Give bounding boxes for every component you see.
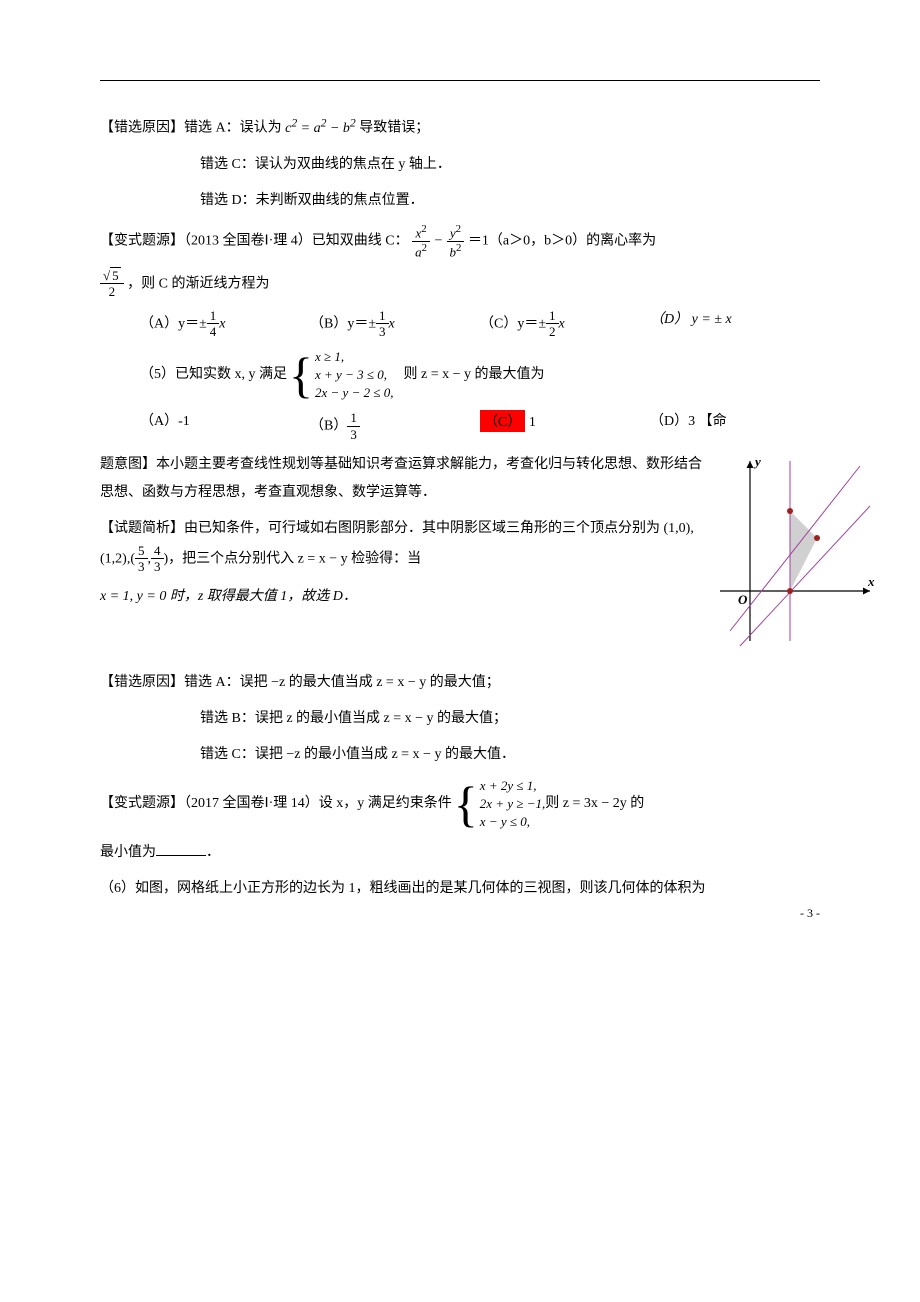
top-rule (100, 80, 820, 81)
q4-wrong-a: 【错选原因】错选 A：误认为 c2 = a2 − b2 导致错误； (100, 111, 820, 143)
q5-system: x ≥ 1, x + y − 3 ≤ 0, 2x − y − 2 ≤ 0, (315, 348, 393, 403)
q5-wrong-a: 【错选原因】错选 A：误把 −z 的最大值当成 z = x − y 的最大值； (100, 669, 820, 697)
choice-b: （B）13 (310, 410, 480, 442)
q5-stem: （5）已知实数 x, y 满足 { x ≥ 1, x + y − 3 ≤ 0, … (100, 348, 820, 403)
choice-c: （C） 1 (480, 410, 650, 442)
text: 【错选原因】错选 A：误认为 (100, 121, 282, 136)
text: 【变式题源】（2013 全国卷Ⅰ·理 4）已知双曲线 C： (100, 233, 409, 248)
brace-icon: { (454, 779, 478, 829)
text: ＝1（a＞0，b＞0）的离心率为 (468, 233, 656, 248)
text: 导致错误； (359, 121, 429, 136)
q5-var-system: x + 2y ≤ 1, 2x + y ≥ −1, x − y ≤ 0, (480, 777, 545, 832)
page-number: - 3 - (800, 906, 820, 921)
text: （5）已知实数 x, y 满足 (140, 361, 287, 389)
choice-a: （A）-1 (140, 410, 310, 442)
x-axis-label: x (867, 574, 875, 589)
highlight-answer: （C） (480, 410, 525, 432)
q4-wrong-d: 错选 D：未判断双曲线的焦点位置． (100, 187, 820, 215)
choice-d: （D）3 【命 (650, 410, 820, 442)
q4-choices: （A）y＝±14x （B）y＝±13x （C）y＝±12x （D） y = ± … (140, 308, 820, 340)
q5-diagram: x y O (710, 451, 880, 656)
q5-choices: （A）-1 （B）13 （C） 1 （D）3 【命 (140, 410, 820, 442)
feasible-region-svg: x y O (710, 451, 880, 651)
choice-c: （C）y＝±12x (480, 308, 650, 340)
q6-stem: （6）如图，网格纸上小正方形的边长为 1，粗线画出的是某几何体的三视图，则该几何… (100, 875, 820, 903)
y-axis-label: y (753, 454, 761, 469)
q5-variant: 【变式题源】（2017 全国卷Ⅰ·理 14）设 x，y 满足约束条件 { x +… (100, 777, 820, 832)
choice-b: （B）y＝±13x (310, 308, 480, 340)
text: ，则 C 的渐近线方程为 (127, 276, 269, 291)
minus: − (434, 233, 447, 248)
frac-sqrt5-2: 52 (100, 268, 124, 300)
brace-icon: { (289, 350, 313, 400)
frac-x2a2: x2a2 (412, 223, 430, 260)
fill-blank[interactable] (156, 841, 206, 856)
choice-a: （A）y＝±14x (140, 308, 310, 340)
q5-wrong-b: 错选 B：误把 z 的最小值当成 z = x − y 的最大值； (100, 705, 820, 733)
text: 则 z = x − y 的最大值为 (403, 361, 544, 389)
choice-d: （D） y = ± x (650, 308, 820, 340)
q4-wrong-c: 错选 C：误认为双曲线的焦点在 y 轴上． (100, 151, 820, 179)
q5-variant-tail: 最小值为． (100, 839, 820, 867)
q4-variant: 【变式题源】（2013 全国卷Ⅰ·理 4）已知双曲线 C： x2a2 − y2b… (100, 223, 820, 260)
q5-wrong-c: 错选 C：误把 −z 的最小值当成 z = x − y 的最大值． (100, 741, 820, 769)
frac-y2b2: y2b2 (447, 223, 465, 260)
origin-label: O (738, 592, 748, 607)
formula: c2 = a2 − b2 (285, 121, 356, 136)
q4-variant-line2: 52 ，则 C 的渐近线方程为 (100, 268, 820, 300)
